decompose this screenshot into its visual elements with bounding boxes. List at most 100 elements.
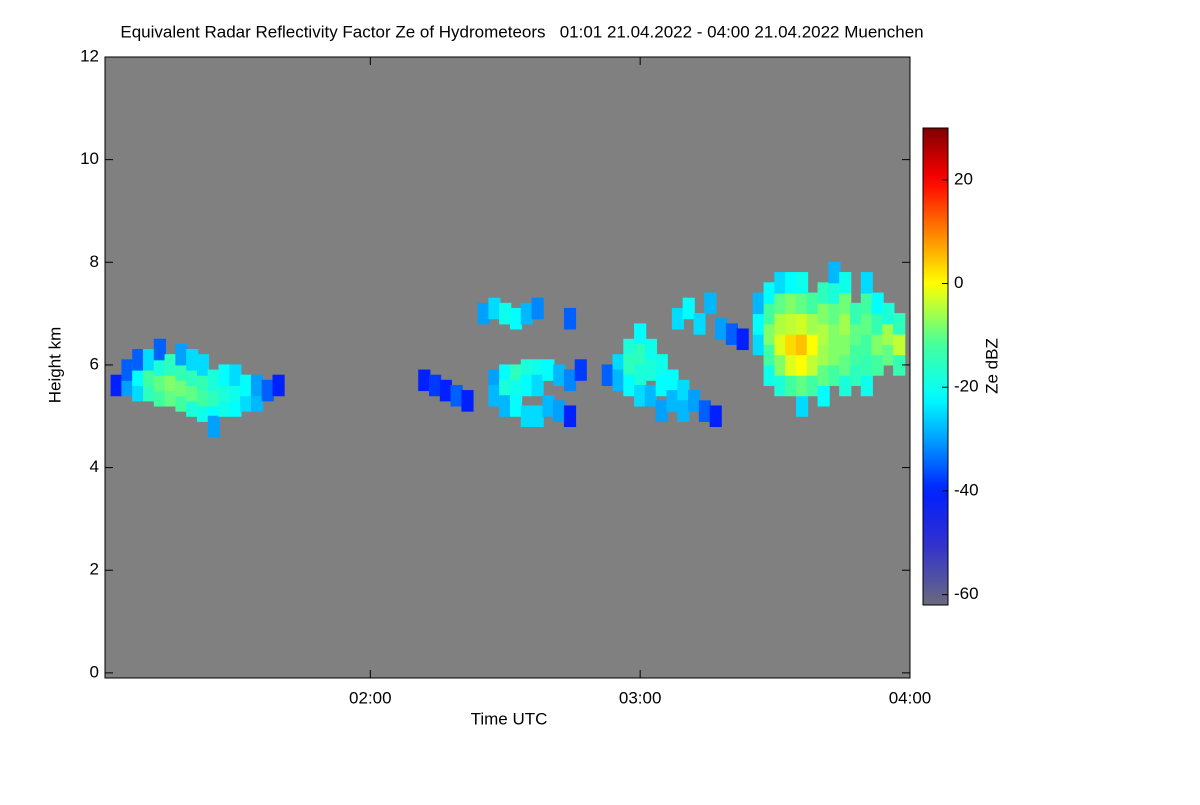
cell [860,374,873,397]
chart-title: Equivalent Radar Reflectivity Factor Ze … [120,22,923,41]
cell [828,323,841,345]
cell [839,333,852,356]
cell [623,374,636,397]
cell [623,354,636,376]
cell [828,343,841,366]
cell [682,297,695,320]
cells [110,261,906,438]
cell [272,374,285,397]
cell [839,272,852,294]
cell [553,400,566,422]
cell [806,354,819,376]
cell [839,313,852,335]
cell [488,297,501,320]
x-tick-label: 04:00 [889,688,932,707]
cell [849,343,863,366]
x-axis-label: Time UTC [471,709,548,728]
cell [871,354,884,376]
cell [817,384,830,407]
cell [871,292,884,315]
cell [817,343,830,366]
cell [817,302,830,325]
colorbar-tick-label: -20 [954,377,979,396]
cell [860,272,873,294]
cell [785,272,798,294]
cell [839,354,852,376]
cell [612,369,625,392]
cell [763,343,776,366]
cell [871,333,884,356]
cell [261,379,274,402]
cell [763,323,776,345]
y-tick-label: 8 [90,252,99,271]
cell [849,364,863,386]
cell [175,343,188,366]
cell [520,405,533,428]
x-tick-label: 02:00 [349,688,392,707]
cell [763,282,776,304]
cell [774,292,787,315]
cell [563,405,577,428]
cell [601,364,614,386]
cell [207,369,220,392]
cell [709,405,722,428]
cell [164,354,177,376]
x-tick-label: 03:00 [619,688,662,707]
cell [153,338,166,361]
cell [828,261,841,284]
cell [806,313,819,335]
colorbar-label: Ze dBZ [982,338,1001,394]
cell [542,359,555,381]
cell [574,359,587,381]
colorbar-tick-label: 0 [954,273,963,292]
cell [795,333,809,356]
cell [655,354,668,376]
y-tick-label: 4 [90,457,99,476]
y-tick-label: 0 [90,662,99,681]
cell [828,302,841,325]
cell [806,333,819,356]
cell [785,354,798,376]
y-axis-label: Height km [45,327,64,404]
cell [785,292,798,315]
cell [677,400,690,422]
cell [229,364,242,386]
cell [698,400,711,422]
cell [774,374,787,397]
cell [688,390,701,412]
cell [849,323,863,345]
cell [655,374,668,397]
cell [634,364,647,386]
cell [795,292,809,315]
cell [520,374,533,397]
cell [121,359,134,381]
cell [839,292,852,315]
cell [774,333,787,356]
cell [736,328,749,351]
cell [752,333,765,356]
cell [110,374,123,397]
cell [795,395,809,417]
cell [795,313,809,335]
cell [634,323,647,345]
cell [828,282,841,304]
cell [795,354,809,376]
cell [677,379,690,402]
cell [774,354,787,376]
cell [461,390,474,412]
cell [563,307,577,330]
plot-frame [104,56,911,679]
cell [531,297,544,320]
cell [186,349,199,371]
cell [860,313,873,335]
cell [693,313,706,335]
cell [531,405,544,428]
cell [715,318,728,340]
cell [725,323,738,345]
cell [774,313,787,335]
cell [509,307,523,330]
cell [218,364,231,386]
cell [240,374,253,397]
cell [671,307,685,330]
